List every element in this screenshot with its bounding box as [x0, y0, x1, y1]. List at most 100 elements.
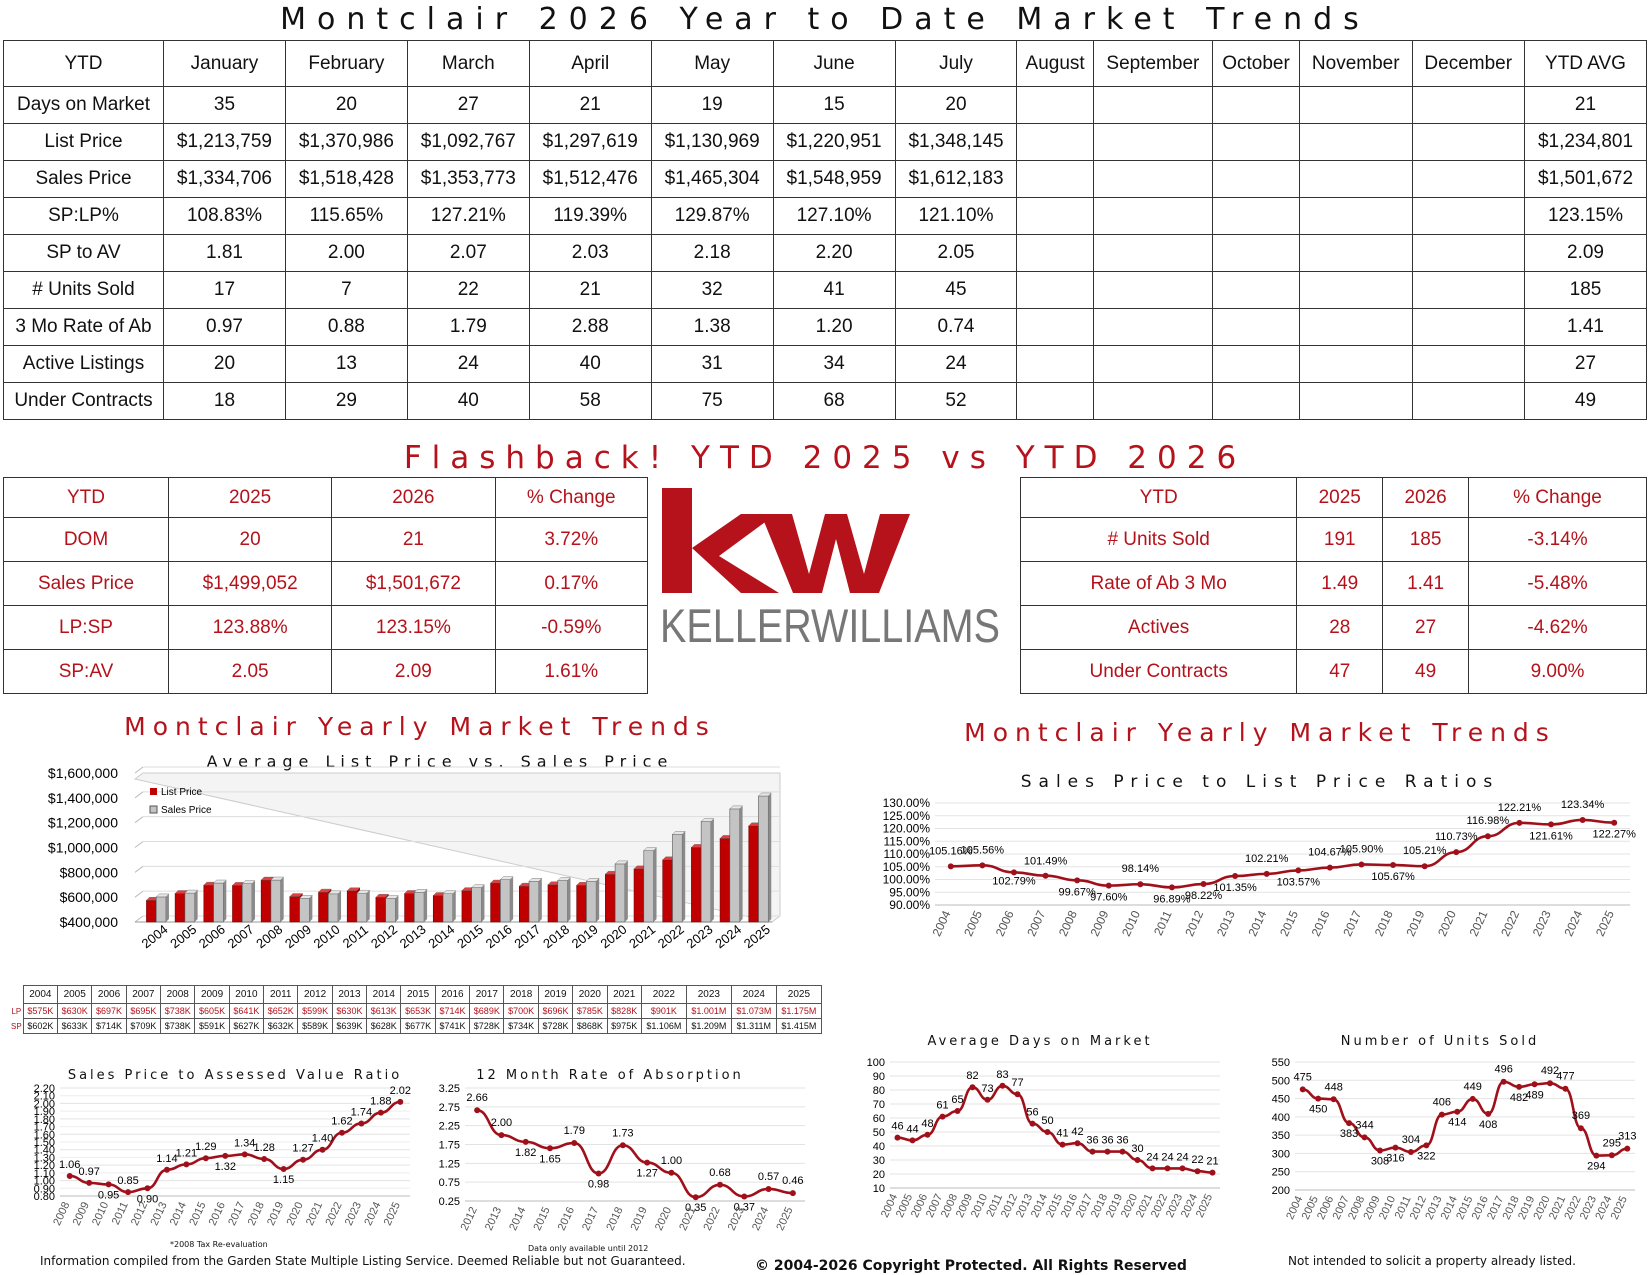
table-cell: 121.10%: [894, 197, 1018, 235]
data-point: [397, 1098, 404, 1105]
flashback-title: Flashback! YTD 2025 vs YTD 2026: [403, 440, 1247, 476]
table-cell: 45: [894, 271, 1018, 309]
bar-side: [223, 880, 227, 922]
row-label: LP: [10, 1003, 24, 1019]
list-price-cell: $695K: [125, 1003, 162, 1019]
y-tick-label: 1.10: [34, 1168, 55, 1180]
chart-title-price: Average List Price vs. Sales Price: [206, 752, 674, 771]
table-cell: 31: [650, 345, 774, 383]
data-label: 56: [1026, 1107, 1038, 1119]
data-label: 1.62: [331, 1116, 352, 1128]
row-label: # Units Sold: [1019, 517, 1298, 562]
data-label: 450: [1309, 1104, 1327, 1116]
sales-price-bar: [442, 893, 454, 923]
data-point: [1149, 1165, 1156, 1172]
data-point: [1361, 1134, 1368, 1141]
data-label: 46: [891, 1121, 903, 1133]
kw-logo-icon: KELLERWILLIAMS: [660, 488, 1000, 652]
data-point: [741, 1193, 748, 1200]
table-cell: $1,213,759: [163, 123, 286, 161]
x-tick-label: 2015: [1277, 908, 1301, 938]
list-price-cell: $613K: [366, 1003, 402, 1019]
data-label: 105.21%: [1403, 845, 1447, 857]
list-price-cell: $653K: [400, 1003, 436, 1019]
data-label: 24: [1176, 1151, 1188, 1163]
table-cell: $1,334,706: [163, 160, 286, 198]
data-point: [1209, 1169, 1216, 1176]
y-tick-label: 115.00%: [884, 834, 931, 848]
data-point: [1134, 1157, 1141, 1163]
footer-left-note: Information compiled from the Garden Sta…: [40, 1254, 686, 1268]
y-tick-label: $1,600,000: [48, 765, 118, 781]
data-point: [222, 1152, 229, 1159]
gridline: [134, 816, 144, 824]
flashback-right-table: YTD 2025 2026% Change # Units Sold 191 185 -3.…: [1019, 477, 1647, 694]
data-point: [717, 1181, 723, 1188]
data-label: 122.21%: [1498, 802, 1542, 814]
sales-price-cell: $1.415M: [775, 1018, 823, 1034]
x-tick-label: 2016: [1309, 908, 1333, 938]
y-tick-label: 70: [873, 1099, 885, 1111]
year-cell: 2018: [503, 985, 539, 1004]
bar-side: [567, 877, 571, 922]
x-tick-label: 2010: [311, 922, 343, 952]
year-cell: 2011: [263, 985, 299, 1004]
x-tick-label: 2024: [712, 922, 744, 952]
data-point: [66, 1172, 73, 1179]
data-point: [498, 1132, 505, 1139]
y-tick-label: 2.20: [34, 1083, 55, 1095]
table-cell: 13: [284, 345, 408, 383]
x-tick-label: 2009: [71, 1200, 92, 1227]
data-label: 97.60%: [1090, 892, 1128, 904]
table-cell: 127.21%: [406, 197, 530, 235]
sales-price-bar: [270, 879, 281, 923]
data-label: 0.90: [137, 1193, 158, 1205]
table-row: List Price $1,213,759 $1,370,986 $1,092,767…: [3, 123, 1648, 161]
table-header-row: YTD January February March April May June July A…: [3, 40, 1648, 87]
data-point: [1044, 1129, 1051, 1135]
row-label: Under Contracts: [1019, 649, 1298, 694]
bar-side: [338, 890, 342, 922]
list-price-cell: $1.073M: [730, 1003, 777, 1019]
x-tick-label: 2013: [397, 922, 429, 952]
x-tick-label: 2022: [655, 922, 687, 952]
data-point: [1295, 867, 1302, 874]
table-cell: 58: [528, 382, 652, 420]
x-tick-label: 2016: [556, 1205, 577, 1232]
table-cell: [1411, 345, 1525, 383]
data-label: 36: [1116, 1135, 1128, 1147]
y-tick-label: 0.25: [439, 1196, 460, 1208]
row-label: Rate of Ab 3 Mo: [1019, 561, 1298, 606]
data-label: 1.14: [156, 1153, 177, 1165]
x-tick-label: 2009: [1087, 908, 1111, 938]
bar-top: [758, 792, 772, 797]
x-tick-label: 2008: [51, 1200, 72, 1227]
sales-price-bar: [241, 883, 253, 923]
x-tick-label: 2013: [483, 1205, 504, 1232]
gridline: [134, 766, 144, 774]
sales-price-cell: $589K: [297, 1018, 333, 1034]
x-tick-label: 2024: [1561, 908, 1585, 938]
table-row: SP $602K $633K $714K $709K $738K $591K $627K $63…: [10, 1018, 823, 1034]
sales-price-cell: $709K: [125, 1018, 162, 1034]
data-label: 369: [1572, 1110, 1590, 1122]
table-cell: [1211, 234, 1301, 272]
y-tick-label: 0.90: [34, 1183, 55, 1195]
y-tick-label: 1.70: [34, 1122, 55, 1134]
table-row: Actives 28 27 -4.62%: [1019, 605, 1647, 650]
data-point: [1074, 877, 1081, 884]
x-tick-label: 2020: [1435, 908, 1459, 938]
table-row: SP:LP% 108.83% 115.65% 127.21% 119.39% 129.87…: [3, 197, 1648, 235]
gridline: [134, 791, 144, 799]
row-label: List Price: [3, 123, 164, 161]
column-header: January: [163, 40, 286, 87]
y-tick-label: 1.25: [439, 1158, 460, 1170]
x-tick-label: 2021: [304, 1200, 325, 1227]
data-point: [1579, 816, 1586, 823]
data-label: 42: [1071, 1126, 1083, 1138]
data-label: 1.27: [636, 1168, 657, 1180]
sales-price-cell: $677K: [400, 1018, 436, 1034]
series-line: [897, 1084, 1213, 1174]
table-cell: [1211, 123, 1301, 161]
sales-price-bar: [184, 892, 195, 923]
